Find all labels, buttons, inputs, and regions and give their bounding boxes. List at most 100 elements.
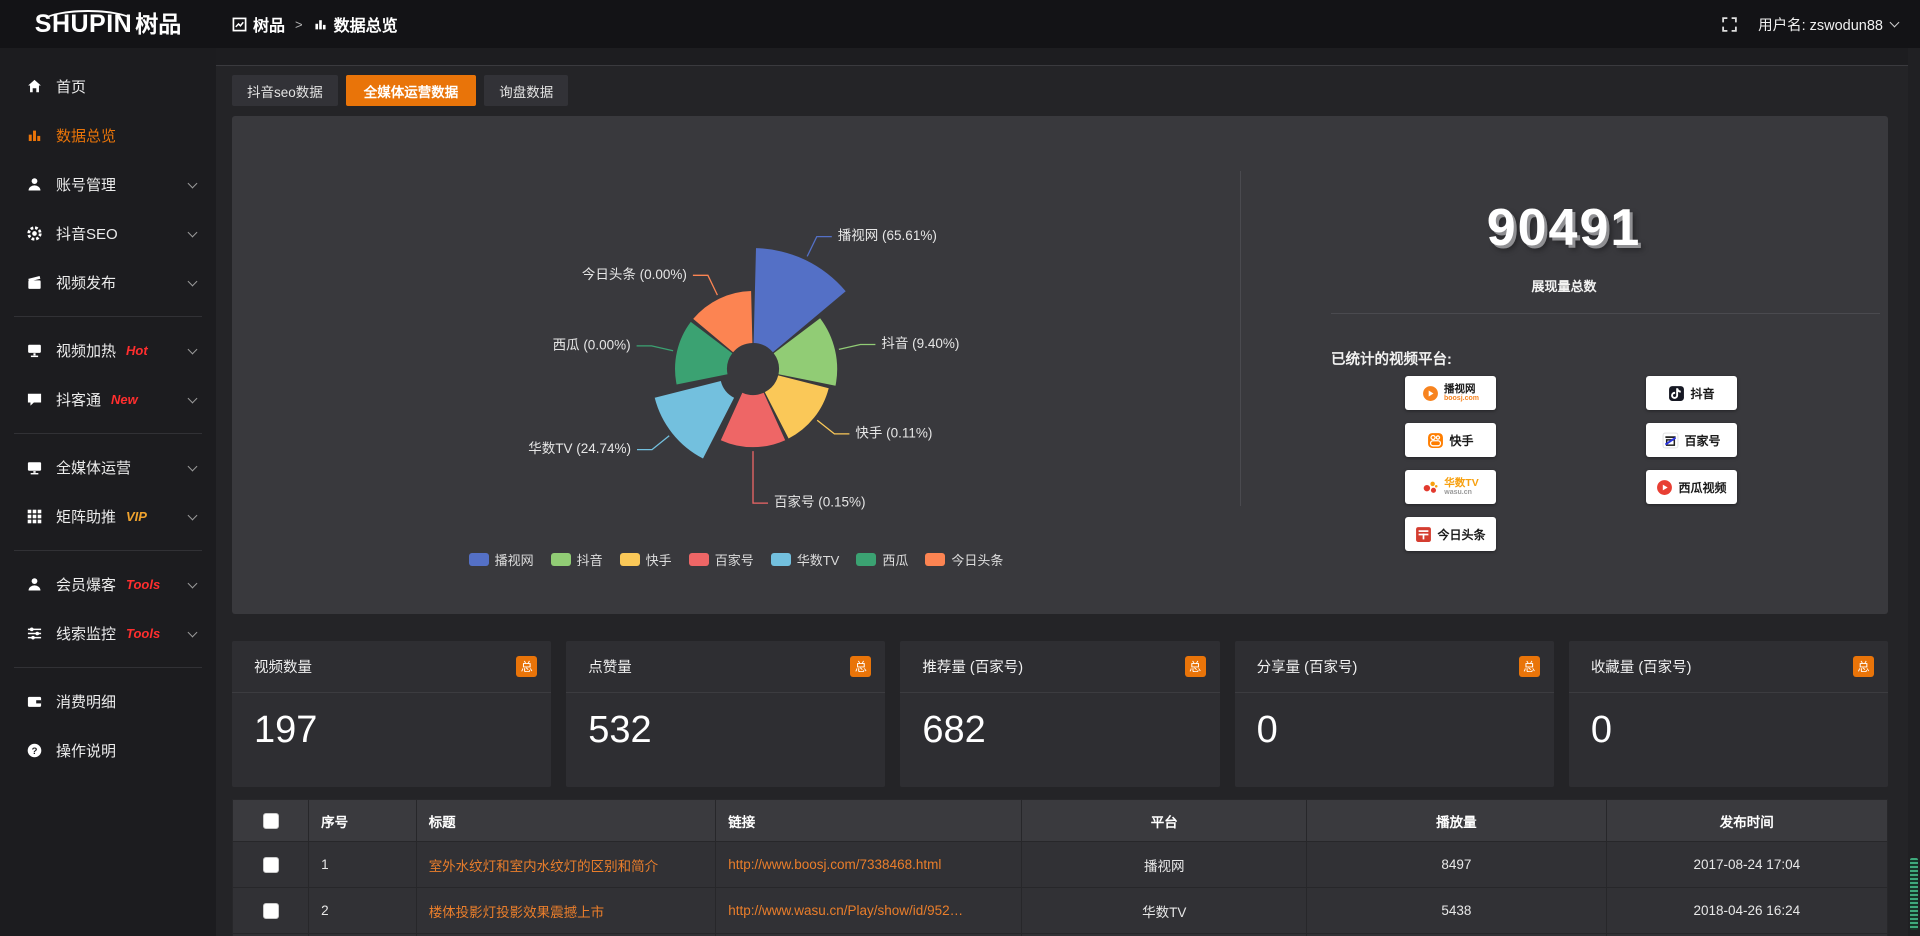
row-checkbox[interactable] xyxy=(262,856,279,873)
sidebar-item-label: 首页 xyxy=(56,79,87,96)
pie-slice-百家号[interactable] xyxy=(720,392,786,448)
stat-cards: 视频数量 总 197 点赞量 总 532 推荐量 (百家号) 总 682 分享量… xyxy=(232,641,1889,787)
sidebar-item-video-publish[interactable]: 视频发布 xyxy=(0,258,216,307)
legend-item-百家号[interactable]: 百家号 xyxy=(688,550,754,569)
chevron-down-icon xyxy=(187,627,198,637)
stat-card-value: 0 xyxy=(1590,709,1612,751)
stat-card-header: 收藏量 (百家号) 总 xyxy=(1568,641,1889,693)
legend-item-抖音[interactable]: 抖音 xyxy=(550,550,603,569)
bars-icon xyxy=(28,130,41,142)
cell-index: 1 xyxy=(308,841,417,888)
legend-swatch xyxy=(688,553,709,566)
sidebar-item-member-burst[interactable]: 会员爆客 Tools xyxy=(0,560,216,609)
platform-badge-boosj: 播视网 boosj.com xyxy=(1405,376,1496,410)
breadcrumb: 树品 > 数据总览 xyxy=(232,12,398,36)
legend-swatch xyxy=(468,553,489,566)
breadcrumb-item-root[interactable]: 树品 xyxy=(232,12,285,36)
legend-label: 抖音 xyxy=(576,553,603,568)
select-all-checkbox[interactable] xyxy=(262,812,279,829)
video-table-wrap: 序号 标题 链接 平台 播放量 发布时间 1 室外水纹灯和室内水纹灯的区别和简介 http… xyxy=(231,799,1889,936)
douyin-logo-icon xyxy=(1669,385,1685,401)
xigua-logo-icon xyxy=(1657,479,1673,495)
total-badge[interactable]: 总 xyxy=(1184,656,1206,677)
sidebar-item-douyin-seo[interactable]: 抖音SEO xyxy=(0,209,216,258)
sidebar-item-clue-monitor[interactable]: 线索监控 Tools xyxy=(0,609,216,658)
home-icon xyxy=(28,79,41,93)
stat-card-value: 197 xyxy=(254,709,318,751)
stat-card: 视频数量 总 197 xyxy=(232,641,552,787)
pie-slice-快手[interactable] xyxy=(764,375,829,439)
monitor-icon xyxy=(27,462,42,475)
row-checkbox[interactable] xyxy=(262,902,279,919)
sidebar-item-video-heat[interactable]: 视频加热 Hot xyxy=(0,326,216,375)
chevron-down-icon xyxy=(187,578,198,588)
tab-douyin-seo-data[interactable]: 抖音seo数据 xyxy=(232,75,338,106)
pie-slice-西瓜[interactable] xyxy=(675,321,733,385)
cell-title-link[interactable]: 室外水纹灯和室内水纹灯的区别和简介 xyxy=(415,841,717,888)
topbar: SHUPIN 树品 树品 > 数据总览 用户名: zswodun88 xyxy=(0,0,1920,48)
cell-title-link[interactable]: 楼体投影灯投影效果震撼上市 xyxy=(415,887,717,934)
tab-inquiry-data[interactable]: 询盘数据 xyxy=(484,75,569,106)
page-scrollbar xyxy=(1908,48,1920,936)
legend-item-华数TV[interactable]: 华数TV xyxy=(770,550,839,569)
sidebar-item-douketong[interactable]: 抖客通 New xyxy=(0,375,216,424)
sidebar-item-expense-detail[interactable]: 消费明细 xyxy=(0,677,216,726)
sidebar-item-account-manage[interactable]: 账号管理 xyxy=(0,160,216,209)
user-icon xyxy=(28,178,41,191)
platform-badge-baijia: 百家号 xyxy=(1646,423,1737,457)
app-logo[interactable]: SHUPIN 树品 xyxy=(0,9,216,37)
sidebar-item-home[interactable]: 首页 xyxy=(0,62,216,111)
total-badge[interactable]: 总 xyxy=(1853,656,1875,677)
pie-slice-华数TV[interactable] xyxy=(654,381,735,459)
pie-slice-今日头条[interactable] xyxy=(693,291,753,353)
total-badge[interactable]: 总 xyxy=(1518,656,1540,677)
gear-icon xyxy=(27,226,42,241)
sidebar-item-matrix-boost[interactable]: 矩阵助推 VIP xyxy=(0,492,216,541)
stat-card: 分享量 (百家号) 总 0 xyxy=(1234,641,1554,787)
sidebar-item-data-overview[interactable]: 数据总览 xyxy=(0,111,216,160)
platform-column-left: 播视网 boosj.com 快手 华数TV wasu.cn 今日头条 xyxy=(1405,376,1496,551)
sidebar-item-badge: Hot xyxy=(126,343,148,358)
kuaishou-logo-icon xyxy=(1428,432,1444,448)
stat-card-title: 视频数量 xyxy=(254,660,312,676)
total-badge[interactable]: 总 xyxy=(516,656,538,677)
sidebar-item-badge: Tools xyxy=(126,626,161,641)
stat-card-header: 分享量 (百家号) 总 xyxy=(1234,641,1554,693)
chart-panel: 播视网 (65.61%) 抖音 (9.40%) 快手 (0.11%) 百家号 (0.1… xyxy=(232,116,1888,614)
table-row-clipped xyxy=(231,933,1889,936)
legend-label: 今日头条 xyxy=(951,553,1004,568)
sidebar-item-label: 视频发布 xyxy=(56,275,117,292)
pie-label: 快手 (0.11%) xyxy=(855,425,932,440)
pie-label-line xyxy=(838,343,876,351)
pie-slice-播视网[interactable] xyxy=(753,248,846,353)
legend-swatch xyxy=(770,553,791,566)
pie-slice-抖音[interactable] xyxy=(773,318,838,386)
sliders-icon xyxy=(27,627,42,640)
sidebar-divider xyxy=(14,316,202,317)
legend-item-快手[interactable]: 快手 xyxy=(619,550,672,569)
total-impressions-label: 展现量总数 xyxy=(1531,279,1597,294)
sidebar-divider xyxy=(14,433,202,434)
total-badge[interactable]: 总 xyxy=(850,656,872,677)
legend-item-西瓜[interactable]: 西瓜 xyxy=(856,550,908,569)
cell-url-link[interactable]: http://www.boosj.com/7338468.html xyxy=(715,841,1023,888)
cell-time: 2018-04-26 16:24 xyxy=(1605,887,1889,934)
stat-card-value: 0 xyxy=(1256,709,1278,751)
sidebar-item-media-ops[interactable]: 全媒体运营 xyxy=(0,443,216,492)
legend-item-今日头条[interactable]: 今日头条 xyxy=(925,550,1003,569)
chevron-down-icon xyxy=(187,227,198,237)
logo-arc xyxy=(40,9,136,36)
sidebar-item-help[interactable]: ? 操作说明 xyxy=(0,726,216,775)
table-header-row: 序号 标题 链接 平台 播放量 发布时间 xyxy=(231,799,1889,842)
legend-item-播视网[interactable]: 播视网 xyxy=(468,550,534,569)
breadcrumb-item-current[interactable]: 数据总览 xyxy=(313,12,398,36)
cell-url-link[interactable]: http://www.wasu.cn/Play/show/id/952… xyxy=(715,887,1023,934)
clapper-icon xyxy=(28,276,41,289)
sidebar-item-label: 抖客通 xyxy=(56,392,102,409)
tab-media-ops-data[interactable]: 全媒体运营数据 xyxy=(345,75,477,106)
fullscreen-icon[interactable] xyxy=(1721,16,1738,33)
cell-plays: 5438 xyxy=(1306,887,1607,934)
user-menu[interactable]: 用户名: zswodun88 xyxy=(1758,14,1900,35)
scrollbar-thumb[interactable] xyxy=(1910,858,1918,930)
stat-card-title: 推荐量 (百家号) xyxy=(922,660,1024,676)
